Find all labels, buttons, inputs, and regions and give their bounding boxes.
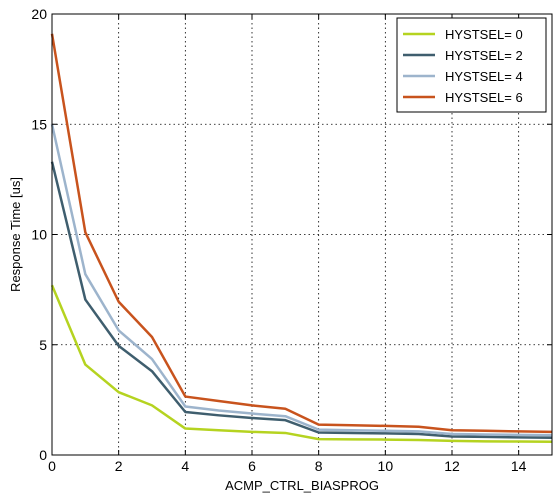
- series-line-2: [50, 123, 553, 437]
- series-line-1: [50, 161, 553, 440]
- x-tick-label: 0: [48, 458, 56, 474]
- axis-ticks: 0 2 4 6 8 10 12 14 0 5 10 15 20: [31, 6, 552, 474]
- x-tick-label: 6: [248, 458, 256, 474]
- x-tick-label: 14: [511, 458, 527, 474]
- series-line-3: [50, 33, 553, 434]
- y-tick-label: 20: [31, 6, 47, 22]
- y-tick-label: 10: [31, 227, 47, 243]
- legend: HYSTSEL= 0 HYSTSEL= 2 HYSTSEL= 4 HYSTSEL= 6: [396, 17, 547, 113]
- y-axis-title: Response Time [us]: [8, 177, 23, 292]
- y-tick-label: 0: [39, 447, 47, 463]
- x-axis-title: ACMP_CTRL_BIASPROG: [225, 478, 379, 493]
- series-line-0: [50, 284, 553, 444]
- x-tick-label: 12: [444, 458, 460, 474]
- legend-label: HYSTSEL= 6: [445, 90, 523, 105]
- y-tick-label: 15: [31, 116, 47, 132]
- legend-label: HYSTSEL= 4: [445, 69, 523, 84]
- legend-label: HYSTSEL= 2: [445, 48, 523, 63]
- series-lines: [50, 33, 553, 444]
- x-tick-label: 10: [378, 458, 394, 474]
- y-tick-label: 5: [39, 337, 47, 353]
- x-tick-label: 4: [181, 458, 189, 474]
- legend-label: HYSTSEL= 0: [445, 27, 523, 42]
- x-tick-label: 2: [115, 458, 123, 474]
- x-tick-label: 8: [315, 458, 323, 474]
